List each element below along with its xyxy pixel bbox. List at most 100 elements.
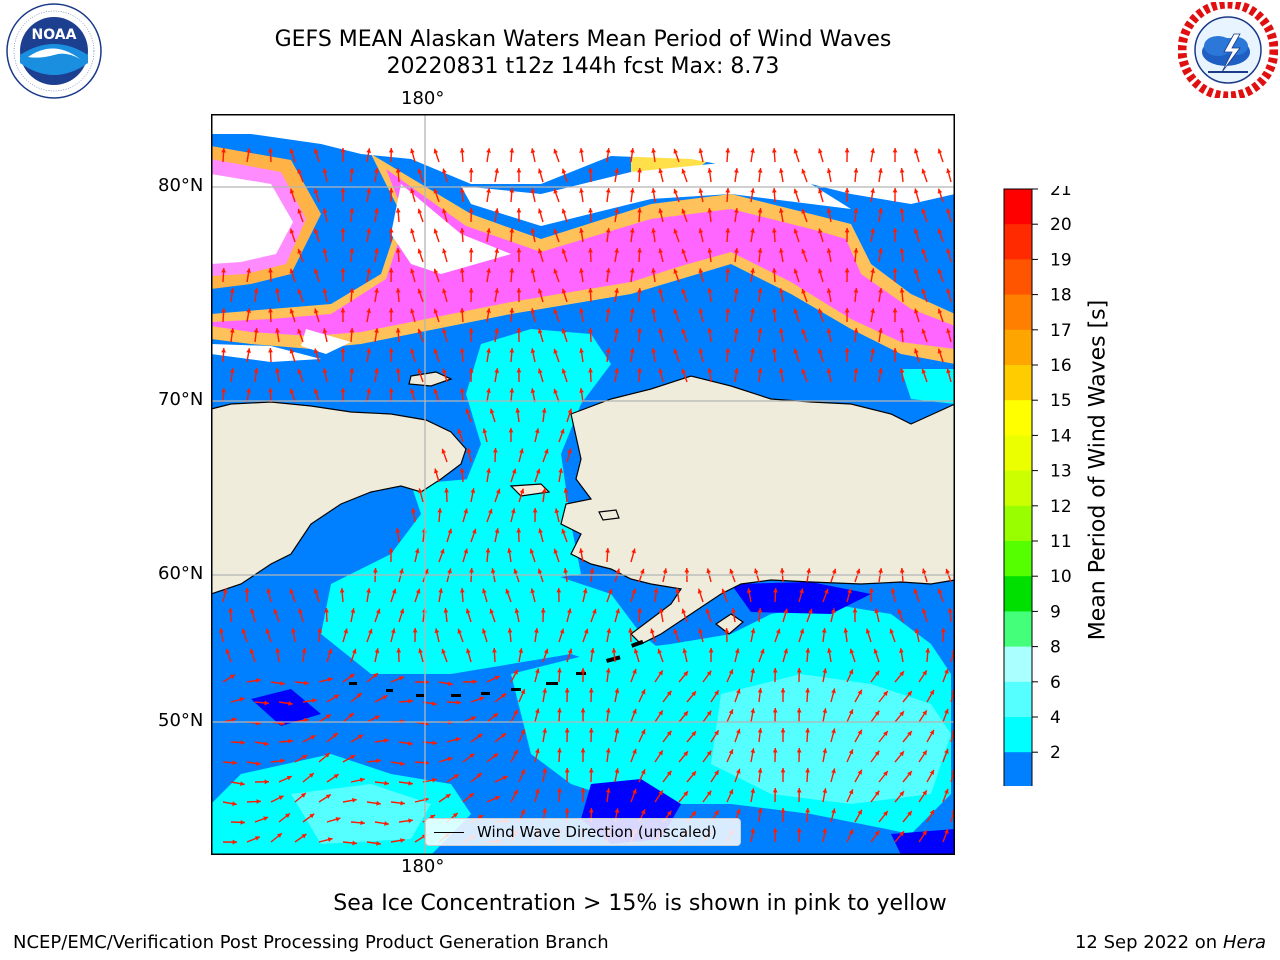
wave-direction-arrowhead — [750, 228, 755, 233]
wave-direction-arrowhead — [535, 708, 540, 714]
wave-direction-arrowhead — [438, 588, 443, 593]
wave-direction-arrowhead — [605, 228, 611, 233]
colorbar-bin — [1004, 259, 1032, 296]
wave-direction-arrowhead — [563, 488, 569, 493]
wave-direction-arrowhead — [946, 248, 951, 254]
wave-direction-arrowhead — [899, 831, 904, 837]
wave-direction-arrowhead — [682, 648, 688, 654]
wave-direction-arrowhead — [691, 811, 696, 817]
wave-direction-arrowhead — [229, 328, 235, 333]
wave-direction-arrowhead — [410, 388, 415, 394]
wave-direction-arrowhead — [433, 308, 439, 314]
wave-direction-arrowhead — [468, 368, 474, 373]
wave-direction-arrowhead — [312, 698, 317, 703]
wave-direction-arrowhead — [479, 696, 485, 702]
wave-direction-arrowhead — [459, 588, 465, 593]
wave-direction-arrowhead — [288, 738, 293, 744]
wave-direction-arrowhead — [466, 648, 471, 654]
wave-direction-arrowhead — [724, 628, 730, 633]
wave-direction-arrowhead — [750, 188, 755, 193]
wave-direction-arrowhead — [489, 608, 495, 614]
wave-direction-arrowhead — [561, 368, 567, 374]
wave-direction-arrowhead — [289, 228, 295, 234]
wave-direction-arrowhead — [509, 188, 515, 193]
wave-direction-arrowhead — [239, 697, 245, 702]
wave-direction-arrowhead — [750, 748, 756, 753]
wave-direction-arrowhead — [771, 268, 777, 273]
wave-direction-arrowhead — [579, 148, 584, 153]
wave-direction-arrowhead — [907, 771, 912, 777]
wave-direction-arrowhead — [396, 648, 402, 653]
wave-direction-arrowhead — [334, 694, 340, 700]
wave-direction-arrowhead — [561, 208, 567, 214]
wave-direction-arrowhead — [240, 781, 245, 787]
wave-direction-arrowhead — [733, 248, 739, 253]
wave-direction-arrowhead — [340, 308, 346, 313]
wave-direction-arrowhead — [707, 168, 713, 173]
wave-direction-arrowhead — [494, 248, 500, 253]
wave-direction-arrowhead — [349, 208, 355, 213]
wave-direction-arrowhead — [773, 588, 778, 593]
wave-direction-arrowhead — [297, 288, 302, 294]
wave-direction-arrowhead — [327, 677, 333, 682]
wave-direction-arrowhead — [944, 828, 949, 834]
wave-direction-arrowhead — [907, 691, 912, 697]
wave-direction-arrowhead — [750, 668, 756, 673]
wave-direction-arrowhead — [588, 688, 594, 693]
noaa-logo: NOAA — [6, 3, 102, 99]
wave-direction-arrowhead — [400, 838, 405, 843]
wave-direction-arrowhead — [557, 788, 562, 793]
wave-direction-arrowhead — [582, 588, 588, 594]
wave-direction-arrowhead — [779, 288, 784, 293]
wave-direction-arrowhead — [779, 168, 784, 173]
wave-direction-arrowhead — [714, 770, 719, 776]
wave-direction-arrowhead — [256, 678, 261, 683]
wave-direction-arrowhead — [253, 288, 259, 293]
wave-direction-arrowhead — [650, 628, 655, 634]
wave-direction-arrowhead — [691, 771, 696, 777]
wave-direction-arrowhead — [532, 508, 538, 513]
wave-direction-arrowhead — [482, 428, 488, 434]
wave-direction-arrowhead — [453, 774, 459, 779]
wave-direction-arrowhead — [844, 308, 850, 313]
wave-direction-arrowhead — [849, 648, 855, 654]
wave-direction-arrowhead — [567, 608, 572, 614]
wave-direction-arrowhead — [681, 288, 687, 294]
wave-direction-arrowhead — [827, 648, 832, 653]
wave-direction-arrowhead — [264, 779, 269, 785]
wave-direction-arrowhead — [486, 348, 491, 353]
wave-direction-arrowhead — [757, 728, 763, 733]
wave-direction-arrowhead — [946, 328, 951, 334]
wave-direction-arrowhead — [922, 670, 927, 676]
wave-direction-arrowhead — [698, 228, 704, 234]
wave-direction-arrowhead — [457, 628, 463, 634]
wave-direction-arrowhead — [408, 698, 413, 704]
wave-direction-arrowhead — [771, 228, 777, 233]
wave-direction-arrowhead — [399, 608, 405, 614]
wave-direction-arrowhead — [632, 788, 637, 794]
wave-direction-arrowhead — [822, 668, 828, 673]
wave-direction-arrowhead — [538, 528, 543, 534]
colorbar-tick-label: 21 — [1050, 186, 1072, 200]
wave-direction-arrowhead — [673, 308, 678, 314]
wave-direction-arrowhead — [771, 188, 777, 193]
wave-direction-arrowhead — [433, 388, 439, 394]
wave-direction-arrowhead — [542, 808, 547, 813]
wave-direction-arrowhead — [874, 750, 880, 756]
wave-direction-arrowhead — [946, 368, 951, 374]
wave-direction-arrowhead — [706, 710, 712, 716]
wave-direction-arrowhead — [493, 753, 499, 759]
wave-direction-arrowhead — [578, 548, 584, 553]
wave-direction-arrowhead — [476, 773, 482, 778]
wave-direction-arrowhead — [340, 348, 346, 353]
wave-direction-arrowhead — [384, 738, 389, 743]
wave-direction-arrowhead — [632, 708, 637, 714]
colorbar-bin — [1004, 189, 1032, 225]
wave-direction-arrowhead — [221, 308, 226, 313]
lat-label-60: 60°N — [158, 563, 204, 584]
wave-direction-arrowhead — [535, 668, 540, 674]
wave-direction-arrowhead — [707, 248, 713, 253]
wave-direction-arrowhead — [374, 168, 379, 173]
wave-direction-arrowhead — [322, 248, 328, 254]
wave-direction-arrowhead — [757, 248, 763, 253]
